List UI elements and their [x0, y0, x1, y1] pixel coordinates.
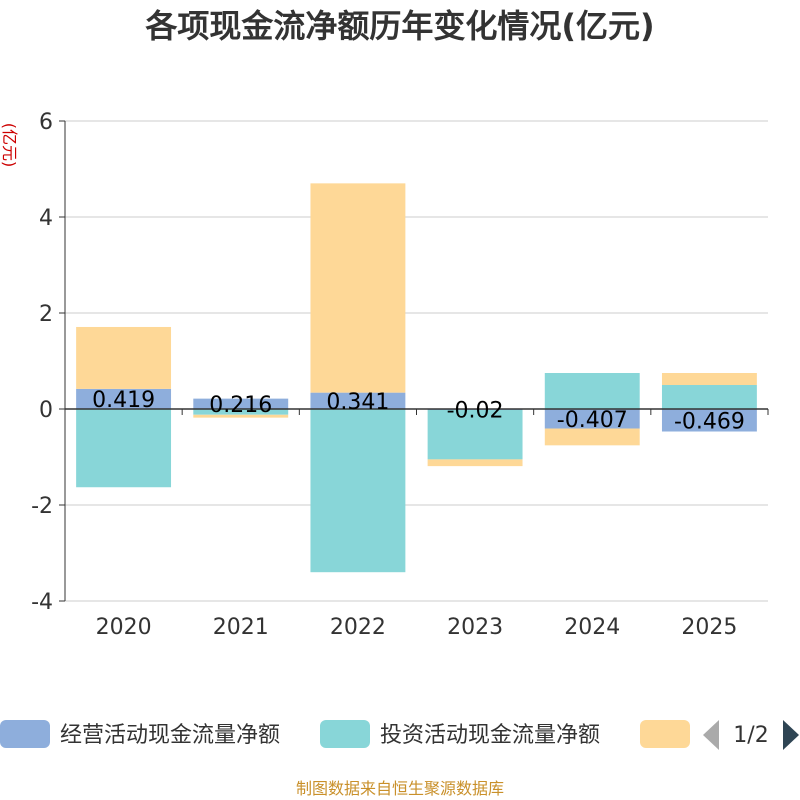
y-tick-label: -2	[31, 494, 53, 519]
bar-2024-series-1	[544, 373, 640, 409]
bar-2025-series-0	[661, 409, 757, 432]
y-tick-label: 6	[39, 110, 53, 135]
data-labels: 0.419 0.216 0.341 -0.02 -0.407 -0.469	[92, 388, 745, 434]
legend-next-page-icon[interactable]	[783, 720, 799, 750]
x-tick-label-2024: 2024	[564, 615, 620, 640]
legend-page-indicator: 1/2	[733, 723, 768, 748]
legend[interactable]: 经营活动现金流量净额 投资活动现金流量净额 1/2	[0, 720, 799, 750]
y-tick-label: 0	[39, 398, 53, 423]
bar-2023-series-2	[427, 459, 523, 467]
y-axis-unit-label: (亿元)	[0, 123, 19, 168]
chart-title: 各项现金流净额历年变化情况(亿元)	[145, 7, 655, 45]
legend-swatch-0[interactable]	[0, 720, 50, 748]
legend-swatch-1[interactable]	[320, 720, 370, 748]
y-tick-label: 4	[39, 206, 53, 231]
legend-label-1[interactable]: 投资活动现金流量净额	[380, 723, 600, 748]
x-tick-label-2022: 2022	[330, 615, 386, 640]
legend-swatch-2[interactable]	[640, 720, 690, 748]
bar-2022-series-1	[310, 409, 406, 573]
bars	[76, 183, 757, 573]
bar-2025-series-1	[661, 385, 757, 409]
x-tick-label-2021: 2021	[213, 615, 269, 640]
bar-2021-series-0	[193, 398, 289, 409]
bar-2024-series-0	[544, 409, 640, 429]
data-label-2022: 0.341	[326, 390, 389, 415]
axes: -4 -2 0 2 4 6 2020 2021 2022 2023 2024 2025	[31, 110, 769, 640]
data-label-2020: 0.419	[92, 388, 155, 413]
data-label-2024: -0.407	[557, 408, 628, 433]
bar-2022-series-2	[310, 183, 406, 393]
data-label-2021: 0.216	[209, 393, 272, 418]
bar-2025-series-2	[661, 373, 757, 385]
data-source-footer: 制图数据来自恒生聚源数据库	[295, 779, 504, 798]
y-tick-label: 2	[39, 302, 53, 327]
data-label-2023: -0.02	[447, 398, 504, 423]
bar-2020-series-2	[76, 326, 172, 389]
x-tick-label-2025: 2025	[681, 615, 737, 640]
legend-label-0[interactable]: 经营活动现金流量净额	[60, 723, 280, 748]
x-tick-label-2023: 2023	[447, 615, 503, 640]
legend-prev-page-icon[interactable]	[703, 720, 719, 750]
y-tick-label: -4	[31, 590, 53, 615]
bar-2022-series-0	[310, 392, 406, 409]
bar-2021-series-2	[193, 414, 289, 418]
bar-2020-series-0	[76, 388, 172, 409]
bar-2020-series-1	[76, 409, 172, 488]
data-label-2025: -0.469	[674, 409, 745, 434]
bar-2023-series-1	[427, 409, 523, 460]
bar-2024-series-2	[544, 428, 640, 446]
bar-2021-series-1	[193, 409, 289, 415]
x-tick-label-2020: 2020	[96, 615, 152, 640]
